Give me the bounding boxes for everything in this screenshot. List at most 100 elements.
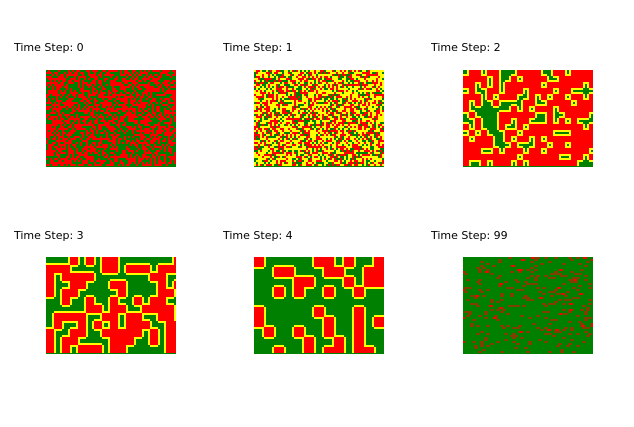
cell — [108, 98, 112, 100]
cell — [372, 319, 374, 321]
cell — [294, 271, 296, 273]
cell — [164, 337, 166, 339]
cell — [260, 142, 262, 144]
grid-image — [463, 257, 593, 354]
cell — [565, 313, 567, 315]
cell — [54, 106, 56, 108]
cell — [350, 124, 358, 126]
cell — [100, 269, 102, 271]
cell — [54, 295, 56, 297]
cell — [264, 78, 272, 80]
cell — [467, 299, 469, 301]
cell — [364, 335, 366, 337]
cell — [380, 76, 384, 78]
cell — [102, 313, 118, 315]
cell — [138, 88, 142, 90]
cell — [104, 74, 114, 76]
cell — [274, 90, 276, 92]
cell — [515, 72, 517, 74]
cell — [132, 76, 134, 78]
cell — [166, 337, 176, 339]
cell — [276, 84, 278, 86]
cell — [535, 279, 537, 281]
cell — [364, 164, 366, 166]
cell — [569, 309, 573, 311]
cell — [364, 112, 368, 114]
cell — [583, 305, 585, 307]
cell — [318, 152, 322, 154]
cell — [92, 323, 94, 325]
cell — [336, 102, 338, 104]
cell — [166, 351, 176, 353]
cell — [88, 78, 90, 80]
cell — [150, 333, 158, 335]
cell — [533, 108, 535, 110]
cell — [166, 323, 176, 325]
cell — [577, 102, 593, 104]
cell — [354, 321, 364, 323]
cell — [86, 283, 88, 285]
cell — [579, 293, 583, 295]
cell — [565, 295, 567, 297]
cell — [146, 94, 148, 96]
cell — [332, 164, 334, 166]
cell — [465, 273, 467, 275]
cell — [152, 128, 154, 130]
cell — [296, 156, 302, 158]
cell — [366, 138, 368, 140]
cell — [292, 110, 294, 112]
cell — [306, 118, 310, 120]
cell — [463, 152, 481, 154]
cell — [96, 90, 98, 92]
cell — [164, 345, 166, 347]
cell — [338, 148, 340, 150]
cell — [54, 102, 56, 104]
cell — [547, 146, 553, 148]
cell — [166, 335, 176, 337]
cell — [158, 267, 176, 269]
cell — [523, 160, 529, 162]
cell — [136, 164, 138, 166]
cell — [58, 150, 62, 152]
cell — [334, 154, 336, 156]
cell — [94, 72, 96, 74]
cell — [142, 297, 144, 299]
cell — [86, 335, 88, 337]
cell — [264, 327, 274, 329]
cell — [164, 146, 166, 148]
cell — [352, 96, 358, 98]
cell — [354, 152, 356, 154]
cell — [575, 281, 577, 283]
cell — [348, 100, 352, 102]
cell — [290, 98, 298, 100]
cell — [136, 86, 140, 88]
cell — [90, 160, 94, 162]
cell — [318, 156, 320, 158]
cell — [559, 88, 571, 90]
cell — [340, 158, 342, 160]
cell — [561, 349, 563, 351]
cell — [306, 140, 308, 142]
cell — [150, 329, 158, 331]
cell — [168, 136, 170, 138]
cell — [142, 299, 144, 301]
cell — [134, 297, 142, 299]
cell — [276, 96, 278, 98]
cell — [523, 148, 525, 150]
cell — [322, 293, 324, 295]
cell — [170, 144, 174, 146]
cell — [380, 126, 382, 128]
cell — [587, 327, 589, 329]
cell — [551, 72, 553, 74]
cell — [340, 130, 344, 132]
cell — [294, 327, 304, 329]
cell — [354, 337, 364, 339]
cell — [372, 98, 382, 100]
cell — [106, 116, 108, 118]
cell — [280, 102, 284, 104]
cell — [308, 124, 310, 126]
cell — [382, 96, 384, 98]
cell — [322, 80, 326, 82]
cell — [362, 283, 364, 285]
cell — [264, 309, 266, 311]
